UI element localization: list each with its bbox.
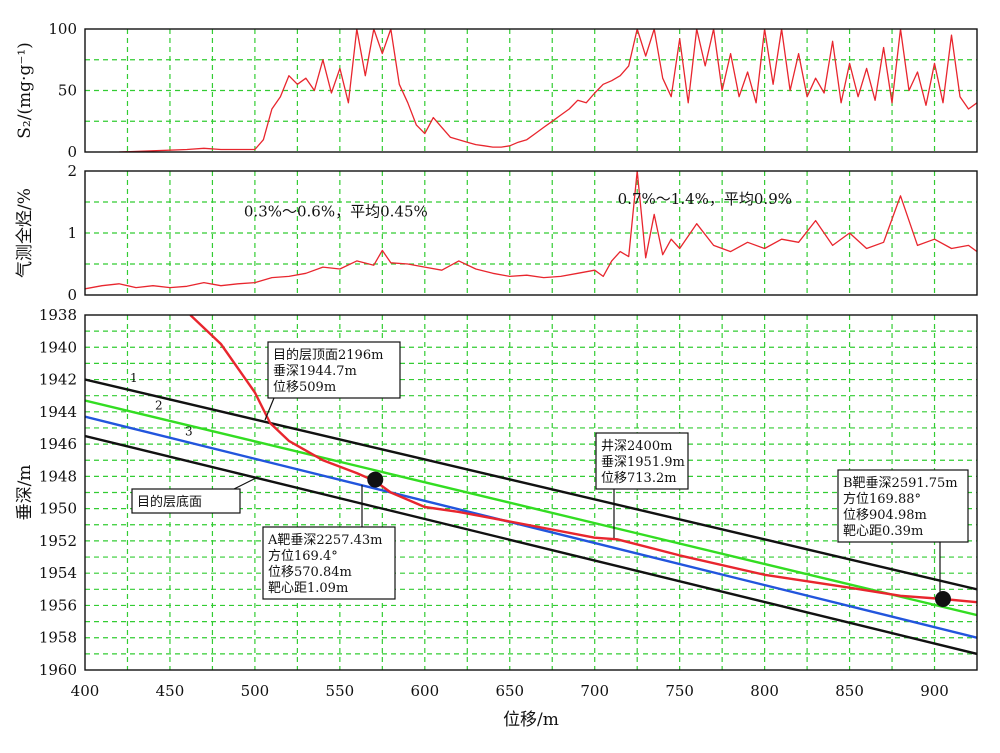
annotation-text: 井深2400m	[601, 439, 672, 454]
annotation-text: 靶心距1.09m	[268, 581, 348, 596]
x-tick-label: 550	[326, 682, 355, 700]
target-point	[934, 591, 951, 607]
x-tick-label: 450	[156, 682, 185, 700]
series-line	[85, 415, 977, 639]
y-tick-label: 50	[58, 82, 77, 100]
annotation-leader	[233, 476, 259, 490]
annotation-text: 垂深1944.7m	[273, 364, 357, 379]
range-annotation: 0.7%～1.4%，平均0.9%	[618, 190, 792, 208]
series-line	[85, 434, 977, 656]
y-tick-label: 0	[67, 286, 77, 304]
series-line	[85, 378, 977, 591]
x-tick-label: 900	[920, 682, 949, 700]
annotation-text: B靶垂深2591.75m	[843, 476, 958, 491]
y-tick-label: 1952	[39, 532, 77, 550]
x-tick-label: 750	[665, 682, 694, 700]
boundary-line-label: 2	[155, 398, 163, 412]
y-tick-label: 1950	[39, 500, 77, 518]
x-tick-label: 600	[410, 682, 439, 700]
series-line	[189, 315, 977, 604]
boundary-line-label: 3	[185, 424, 193, 438]
annotation-text: 方位169.4°	[268, 548, 338, 564]
annotation-text: 位移570.84m	[268, 565, 352, 580]
annotation-box	[262, 526, 396, 600]
y-tick-label: 1940	[39, 338, 77, 356]
x-tick-label: 650	[495, 682, 524, 700]
y-tick-label: 100	[48, 20, 77, 38]
y-tick-label: 1960	[39, 661, 77, 679]
y-tick-label: 2	[67, 162, 77, 180]
plot-frame	[84, 170, 978, 296]
annotation-box	[267, 341, 401, 399]
x-tick-label: 800	[750, 682, 779, 700]
y-tick-label: 1938	[39, 306, 77, 324]
y-tick-label: 1	[67, 224, 77, 242]
series-line	[85, 399, 977, 617]
annotation-leader	[264, 397, 275, 421]
x-tick-label: 400	[71, 682, 100, 700]
y-axis-title: 气测全烃/%	[15, 188, 35, 278]
annotation-text: 目的层底面	[137, 494, 202, 510]
annotation-text: 方位169.88°	[843, 491, 921, 507]
y-axis-title: S₂/(mg·g⁻¹)	[15, 42, 35, 139]
annotation-text: 位移509m	[273, 380, 336, 395]
x-tick-label: 500	[241, 682, 270, 700]
panel-1: 0 50 100 S₂/(mg·g⁻¹)	[15, 20, 978, 161]
x-axis-title: 位移/m	[503, 710, 559, 730]
target-point	[367, 471, 384, 488]
y-tick-label: 1944	[39, 403, 77, 421]
annotation-text: 位移713.2m	[601, 471, 677, 486]
y-tick-label: 1954	[39, 564, 77, 582]
plot-frame	[84, 314, 978, 671]
panel-2: 0 1 2 气测全烃/% 0.3%～0.6%，平均0.45% 0.7%～1.4%，平均0.…	[15, 162, 978, 304]
x-tick-label: 700	[580, 682, 609, 700]
annotation-text: 垂深1951.9m	[601, 455, 685, 470]
series-line	[118, 29, 977, 152]
plot-frame	[84, 28, 978, 153]
annotation-box	[595, 432, 689, 490]
range-annotation: 0.3%～0.6%，平均0.45%	[244, 202, 428, 220]
annotation-box	[837, 469, 969, 543]
y-tick-label: 1948	[39, 467, 77, 485]
y-tick-label: 0	[67, 143, 77, 161]
annotation-text: A靶垂深2257.43m	[267, 533, 382, 548]
annotation-text: 目的层顶面2196m	[273, 347, 383, 363]
annotation-text: 靶心距0.39m	[843, 524, 923, 539]
series-line	[85, 171, 977, 290]
y-tick-label: 1942	[39, 371, 77, 389]
x-tick-label: 850	[835, 682, 864, 700]
annotation-box	[131, 488, 241, 514]
y-tick-label: 1946	[39, 435, 77, 453]
panel-3: 1938 1940 1942 1944 1946 1948 1950 1952 1954 1956…	[15, 306, 978, 730]
y-tick-label: 1956	[39, 596, 77, 614]
annotation-text: 位移904.98m	[843, 508, 927, 523]
boundary-line-label: 1	[130, 371, 138, 385]
y-axis-title: 垂深/m	[15, 465, 35, 521]
y-tick-label: 1958	[39, 629, 77, 647]
